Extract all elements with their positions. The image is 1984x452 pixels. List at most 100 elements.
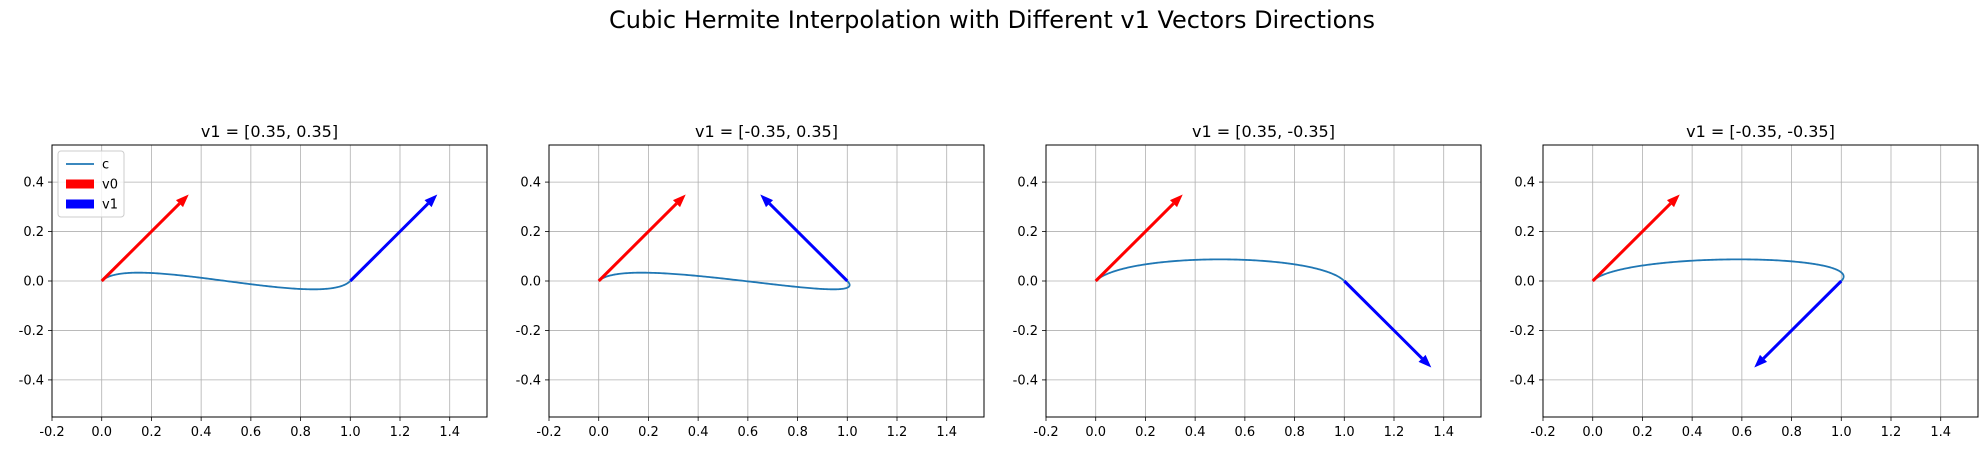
subplot-3: v1 = [0.35, -0.35] -0.2 0.0 0.2 0.4 0.6 0.8 1.0… (1013, 122, 1482, 440)
vector-v0-head (672, 194, 686, 208)
x-tick-label: 1.4 (936, 425, 957, 440)
curve-c (598, 271, 851, 291)
y-tick-label: 0.2 (1017, 225, 1038, 240)
axes-frame (1542, 144, 1979, 418)
y-tick-label: 0.0 (23, 275, 44, 290)
x-tick-label: 0.2 (1135, 425, 1156, 440)
vector-v0-shaft (597, 202, 678, 283)
x-tick-label: 0.6 (1732, 425, 1753, 440)
subplot-2: v1 = [-0.35, 0.35] -0.2 0.0 0.2 0.4 0.6 0.8 1.0… (516, 122, 985, 440)
vector-v0 (597, 194, 686, 283)
subplot-1: v1 = [0.35, 0.35] -0.2 0.0 0.2 0.4 0.6 0.8 1.0 1… (19, 122, 488, 440)
subplots: v1 = [0.35, 0.35] -0.2 0.0 0.2 0.4 0.6 0.8 1.0 1… (19, 122, 1979, 440)
vector-v1-head (1754, 354, 1768, 368)
x-tick-label: 1.0 (340, 425, 361, 440)
x-tick-label: 0.2 (1632, 425, 1653, 440)
y-tick-label: -0.4 (516, 373, 541, 388)
y-tick-label: 0.4 (1514, 176, 1535, 191)
y-tick-label: 0.2 (1514, 225, 1535, 240)
x-tick-label: 0.8 (787, 425, 808, 440)
x-tick-label: 1.0 (1334, 425, 1355, 440)
vector-v1-shaft (1343, 279, 1424, 360)
y-tick-label: -0.2 (19, 324, 44, 339)
subplot-title: v1 = [0.35, -0.35] (1192, 122, 1335, 141)
x-tick-label: 1.4 (1433, 425, 1454, 440)
x-tick-label: 0.8 (1284, 425, 1305, 440)
y-tick-label: 0.4 (520, 176, 541, 191)
x-tick-label: 0.4 (1682, 425, 1703, 440)
x-tick-label: 0.4 (1185, 425, 1206, 440)
axes-frame (1045, 144, 1482, 418)
subplot-4: v1 = [-0.35, -0.35] -0.2 0.0 0.2 0.4 0.6 0.8 1.… (1510, 122, 1979, 440)
x-tick-label: 0.6 (241, 425, 262, 440)
x-tick-label: 0.4 (688, 425, 709, 440)
vector-v0 (1591, 194, 1680, 283)
legend-entry: v1 (66, 198, 118, 213)
axes-frame (548, 144, 985, 418)
x-tick-label: -0.2 (1530, 425, 1555, 440)
x-tick-label: 0.6 (1235, 425, 1256, 440)
legend-label: v0 (102, 178, 118, 193)
y-tick-label: -0.2 (516, 324, 541, 339)
y-tick-label: -0.4 (19, 373, 44, 388)
vector-v1 (1343, 279, 1432, 368)
x-tick-label: 1.2 (1881, 425, 1902, 440)
y-tick-label: 0.4 (1017, 176, 1038, 191)
x-tick-label: 0.6 (738, 425, 759, 440)
vector-v1-head (760, 194, 774, 208)
y-tick-label: 0.2 (23, 225, 44, 240)
vector-v1 (349, 194, 438, 283)
vector-v1 (1754, 279, 1843, 368)
legend-entry: v0 (66, 178, 118, 193)
subplot-title: v1 = [-0.35, 0.35] (695, 122, 838, 141)
vector-v1-head (1418, 354, 1432, 368)
vector-v0-head (1666, 194, 1680, 208)
y-tick-label: -0.4 (1510, 373, 1535, 388)
x-tick-label: 0.0 (1582, 425, 1603, 440)
axes-frame (51, 144, 488, 418)
x-tick-label: 1.2 (390, 425, 411, 440)
x-tick-label: 0.0 (91, 425, 112, 440)
figure-title: Cubic Hermite Interpolation with Differe… (609, 6, 1375, 34)
vector-v1-head (424, 194, 438, 208)
x-tick-label: 1.4 (439, 425, 460, 440)
vector-v1 (760, 194, 849, 283)
x-tick-label: 1.0 (1831, 425, 1852, 440)
vector-v1-shaft (1762, 279, 1843, 360)
y-tick-label: 0.0 (1017, 275, 1038, 290)
x-tick-label: 1.2 (887, 425, 908, 440)
y-tick-label: -0.4 (1013, 373, 1038, 388)
legend-label: v1 (102, 198, 118, 213)
x-tick-label: 0.2 (141, 425, 162, 440)
y-tick-label: 0.4 (23, 176, 44, 191)
legend-swatch (66, 179, 94, 189)
x-tick-label: 0.8 (290, 425, 311, 440)
vector-v0-shaft (100, 202, 181, 283)
x-tick-label: -0.2 (536, 425, 561, 440)
x-tick-label: 0.0 (1085, 425, 1106, 440)
x-tick-label: 1.2 (1384, 425, 1405, 440)
vector-v0 (100, 194, 189, 283)
y-tick-label: 0.0 (520, 275, 541, 290)
subplot-title: v1 = [-0.35, -0.35] (1686, 122, 1835, 141)
legend-swatch (66, 199, 94, 209)
x-tick-label: 1.4 (1930, 425, 1951, 440)
curve-c (1095, 258, 1345, 282)
vector-v0 (1094, 194, 1183, 283)
x-tick-label: -0.2 (39, 425, 64, 440)
x-tick-label: -0.2 (1033, 425, 1058, 440)
x-tick-label: 0.0 (588, 425, 609, 440)
vector-v0-shaft (1094, 202, 1175, 283)
curve-c (101, 271, 351, 291)
x-tick-label: 0.4 (191, 425, 212, 440)
vector-v0-head (1169, 194, 1183, 208)
y-tick-label: 0.2 (520, 225, 541, 240)
y-tick-label: -0.2 (1013, 324, 1038, 339)
legend-entry: c (66, 158, 109, 173)
curve-c (1592, 258, 1845, 282)
legend: c v0 v1 (57, 150, 125, 218)
y-tick-label: -0.2 (1510, 324, 1535, 339)
y-tick-label: 0.0 (1514, 275, 1535, 290)
x-tick-label: 0.2 (638, 425, 659, 440)
vector-v1-shaft (349, 202, 430, 283)
